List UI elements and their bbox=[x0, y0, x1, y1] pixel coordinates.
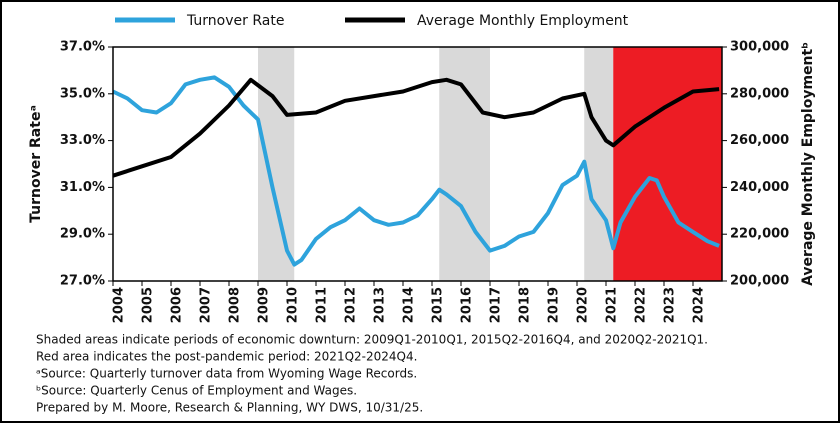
x-tick-label: 2008 bbox=[228, 287, 243, 323]
footnote: Red area indicates the post-pandemic per… bbox=[36, 350, 417, 364]
y-axis-title: Turnover Rateᵃ bbox=[28, 105, 44, 223]
series-line bbox=[112, 77, 720, 178]
y2-tick-label: 240,000 bbox=[730, 180, 789, 195]
y-tick-label: 33.0% bbox=[60, 133, 105, 148]
x-tick-label: 2018 bbox=[518, 287, 533, 323]
x-tick-label: 2016 bbox=[460, 287, 475, 323]
y-tick-label: 27.0% bbox=[60, 274, 105, 289]
shaded-band bbox=[584, 47, 614, 281]
x-tick-label: 2009 bbox=[257, 287, 272, 323]
y2-tick-label: 280,000 bbox=[730, 86, 789, 101]
footnote: Shaded areas indicate periods of economi… bbox=[36, 333, 708, 347]
y-tick-label: 37.0% bbox=[60, 40, 105, 55]
x-tick-label: 2012 bbox=[344, 287, 359, 323]
x-tick-label: 2011 bbox=[315, 287, 330, 323]
shaded-band bbox=[258, 47, 295, 281]
y2-tick-label: 260,000 bbox=[730, 133, 789, 148]
x-tick-label: 2019 bbox=[547, 287, 562, 323]
footnote: ᵇSource: Quarterly Cenus of Employment a… bbox=[36, 384, 357, 398]
x-tick-label: 2006 bbox=[170, 287, 185, 323]
footnote: ᵃSource: Quarterly turnover data from Wy… bbox=[36, 367, 417, 381]
x-tick-label: 2014 bbox=[402, 287, 417, 323]
x-tick-label: 2020 bbox=[576, 287, 591, 323]
x-tick-label: 2004 bbox=[112, 287, 127, 323]
x-tick-label: 2013 bbox=[373, 287, 388, 323]
y-tick-label: 35.0% bbox=[60, 86, 105, 101]
y-tick-label: 29.0% bbox=[60, 227, 105, 242]
x-tick-label: 2005 bbox=[141, 287, 156, 323]
x-tick-label: 2023 bbox=[663, 287, 678, 323]
legend-label: Turnover Rate bbox=[186, 13, 284, 29]
plot-frame bbox=[112, 46, 723, 282]
y2-tick-label: 200,000 bbox=[730, 274, 789, 289]
x-tick-label: 2007 bbox=[199, 287, 214, 323]
y2-tick-label: 300,000 bbox=[730, 40, 789, 55]
x-tick-label: 2015 bbox=[431, 287, 446, 323]
x-tick-label: 2017 bbox=[489, 287, 504, 323]
shaded-band bbox=[613, 47, 722, 281]
shaded-band bbox=[439, 47, 490, 281]
y2-axis-title: Average Monthly Employmentᵇ bbox=[800, 42, 816, 286]
x-tick-label: 2021 bbox=[605, 287, 620, 323]
footnote: Prepared by M. Moore, Research & Plannin… bbox=[36, 401, 423, 415]
x-tick-label: 2010 bbox=[286, 287, 301, 323]
x-tick-label: 2024 bbox=[692, 287, 707, 323]
x-tick-label: 2022 bbox=[634, 287, 649, 323]
legend-label: Average Monthly Employment bbox=[417, 13, 629, 29]
y-tick-label: 31.0% bbox=[60, 180, 105, 195]
y2-tick-label: 220,000 bbox=[730, 227, 789, 242]
series-line bbox=[112, 75, 720, 267]
